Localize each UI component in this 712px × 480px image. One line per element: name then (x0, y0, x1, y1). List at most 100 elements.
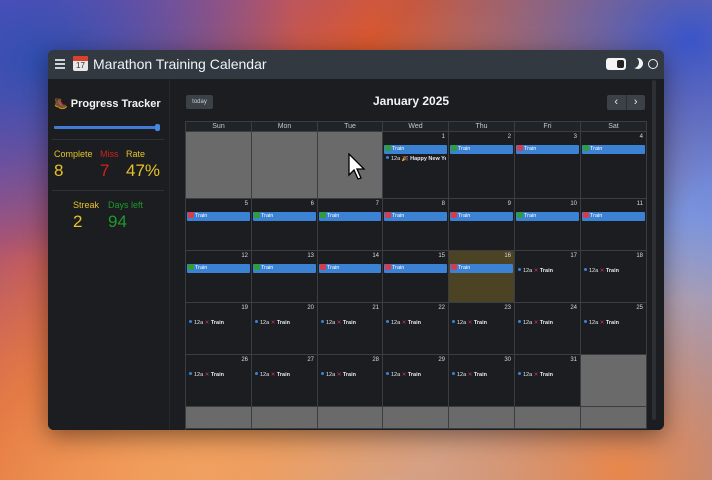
day-number[interactable]: 14 (372, 253, 379, 259)
day-cell[interactable]: 15 Train (383, 251, 449, 303)
day-number[interactable]: 20 (307, 305, 314, 311)
day-number[interactable]: 3 (573, 134, 577, 140)
train-event[interactable]: Train (253, 212, 316, 221)
day-cell[interactable]: 18 12a ✕ Train (581, 251, 647, 303)
day-number[interactable]: 1 (441, 134, 445, 140)
day-cell-outside[interactable] (383, 407, 449, 429)
day-cell[interactable]: 6 Train (252, 199, 318, 251)
day-cell[interactable]: 8 Train (383, 199, 449, 251)
train-event[interactable]: 12a ✕ Train (255, 372, 290, 378)
next-month-button[interactable]: › (625, 95, 646, 110)
day-number[interactable]: 30 (504, 357, 511, 363)
day-cell[interactable]: 29 12a ✕ Train (383, 355, 449, 407)
train-event[interactable]: 12a ✕ Train (321, 320, 356, 326)
day-number[interactable]: 25 (636, 305, 643, 311)
day-cell[interactable]: 26 12a ✕ Train (186, 355, 252, 407)
train-event[interactable]: Train (384, 212, 447, 221)
day-number[interactable]: 21 (372, 305, 379, 311)
train-event[interactable]: 12a ✕ Train (518, 268, 553, 274)
train-event[interactable]: 12a ✕ Train (452, 320, 487, 326)
train-event[interactable]: 12a ✕ Train (189, 320, 224, 326)
day-cell[interactable]: 12 Train (186, 251, 252, 303)
train-event[interactable]: Train (384, 145, 447, 154)
today-button[interactable]: today (186, 95, 213, 109)
train-event[interactable]: Train (187, 212, 250, 221)
train-event[interactable]: 12a ✕ Train (386, 372, 421, 378)
train-event[interactable]: Train (582, 145, 645, 154)
day-number[interactable]: 5 (244, 201, 248, 207)
train-event[interactable]: Train (450, 264, 513, 273)
train-event[interactable]: Train (450, 212, 513, 221)
hamburger-menu-icon[interactable] (55, 59, 65, 69)
day-number[interactable]: 27 (307, 357, 314, 363)
progress-knob[interactable] (155, 124, 160, 131)
prev-month-button[interactable]: ‹ (614, 96, 619, 108)
train-event[interactable]: Train (384, 264, 447, 273)
day-number[interactable]: 8 (441, 201, 445, 207)
day-number[interactable]: 11 (636, 201, 643, 207)
day-cell-outside[interactable] (318, 407, 383, 429)
train-event[interactable]: 12a ✕ Train (584, 320, 619, 326)
day-cell-outside[interactable] (186, 132, 252, 199)
day-cell[interactable]: 24 12a ✕ Train (515, 303, 581, 355)
day-cell-outside[interactable] (186, 407, 252, 429)
day-cell-outside[interactable] (252, 132, 318, 199)
day-cell[interactable]: 28 12a ✕ Train (318, 355, 383, 407)
train-event[interactable]: Train (187, 264, 250, 273)
day-cell[interactable]: 23 12a ✕ Train (449, 303, 515, 355)
day-number[interactable]: 31 (570, 357, 577, 363)
day-cell[interactable]: 25 12a ✕ Train (581, 303, 647, 355)
train-event[interactable]: Train (582, 212, 645, 221)
day-cell[interactable]: 3 Train (515, 132, 581, 199)
day-cell[interactable]: 2 Train (449, 132, 515, 199)
train-event[interactable]: 12a ✕ Train (321, 372, 356, 378)
train-event[interactable]: 12a ✕ Train (518, 320, 553, 326)
day-number[interactable]: 10 (570, 201, 577, 207)
day-number[interactable]: 17 (570, 253, 577, 259)
day-cell-outside[interactable] (581, 407, 647, 429)
day-number[interactable]: 15 (438, 253, 445, 259)
day-number[interactable]: 23 (504, 305, 511, 311)
train-event[interactable]: 12a ✕ Train (584, 268, 619, 274)
day-cell[interactable]: 10 Train (515, 199, 581, 251)
train-event[interactable]: 12a ✕ Train (518, 372, 553, 378)
train-event[interactable]: Train (516, 212, 579, 221)
train-event[interactable]: Train (450, 145, 513, 154)
holiday-event[interactable]: 12a 🎉 Happy New Year (386, 156, 446, 162)
day-number[interactable]: 19 (241, 305, 248, 311)
day-cell[interactable]: 4 Train (581, 132, 647, 199)
train-event[interactable]: Train (253, 264, 316, 273)
day-number[interactable]: 4 (639, 134, 643, 140)
train-event[interactable]: Train (516, 145, 579, 154)
day-cell[interactable]: 14 Train (318, 251, 383, 303)
day-number[interactable]: 13 (307, 253, 314, 259)
circle-icon[interactable] (648, 59, 658, 69)
train-event[interactable]: 12a ✕ Train (452, 372, 487, 378)
day-cell[interactable]: 9 Train (449, 199, 515, 251)
day-number[interactable]: 16 (504, 253, 511, 259)
train-event[interactable]: 12a ✕ Train (386, 320, 421, 326)
toggle-switch-icon[interactable] (606, 58, 626, 70)
day-number[interactable]: 12 (241, 253, 248, 259)
day-cell[interactable]: 17 12a ✕ Train (515, 251, 581, 303)
day-cell-outside[interactable] (515, 407, 581, 429)
moon-icon[interactable] (629, 57, 643, 69)
day-number[interactable]: 7 (375, 201, 379, 207)
calendar-scrollbar[interactable] (652, 80, 656, 420)
day-cell[interactable]: 7 Train (318, 199, 383, 251)
day-cell[interactable]: 11 Train (581, 199, 647, 251)
day-number[interactable]: 22 (438, 305, 445, 311)
day-cell[interactable]: 5 Train (186, 199, 252, 251)
day-cell[interactable]: 27 12a ✕ Train (252, 355, 318, 407)
day-cell[interactable]: 16 Train (449, 251, 515, 303)
day-cell[interactable]: 1 Train 12a 🎉 Happy New Year (383, 132, 449, 199)
day-number[interactable]: 29 (438, 357, 445, 363)
day-number[interactable]: 6 (310, 201, 314, 207)
day-cell[interactable]: 31 12a ✕ Train (515, 355, 581, 407)
day-cell[interactable]: 22 12a ✕ Train (383, 303, 449, 355)
train-event[interactable]: 12a ✕ Train (255, 320, 290, 326)
day-number[interactable]: 26 (241, 357, 248, 363)
day-number[interactable]: 2 (507, 134, 511, 140)
day-number[interactable]: 24 (570, 305, 577, 311)
day-cell[interactable]: 20 12a ✕ Train (252, 303, 318, 355)
